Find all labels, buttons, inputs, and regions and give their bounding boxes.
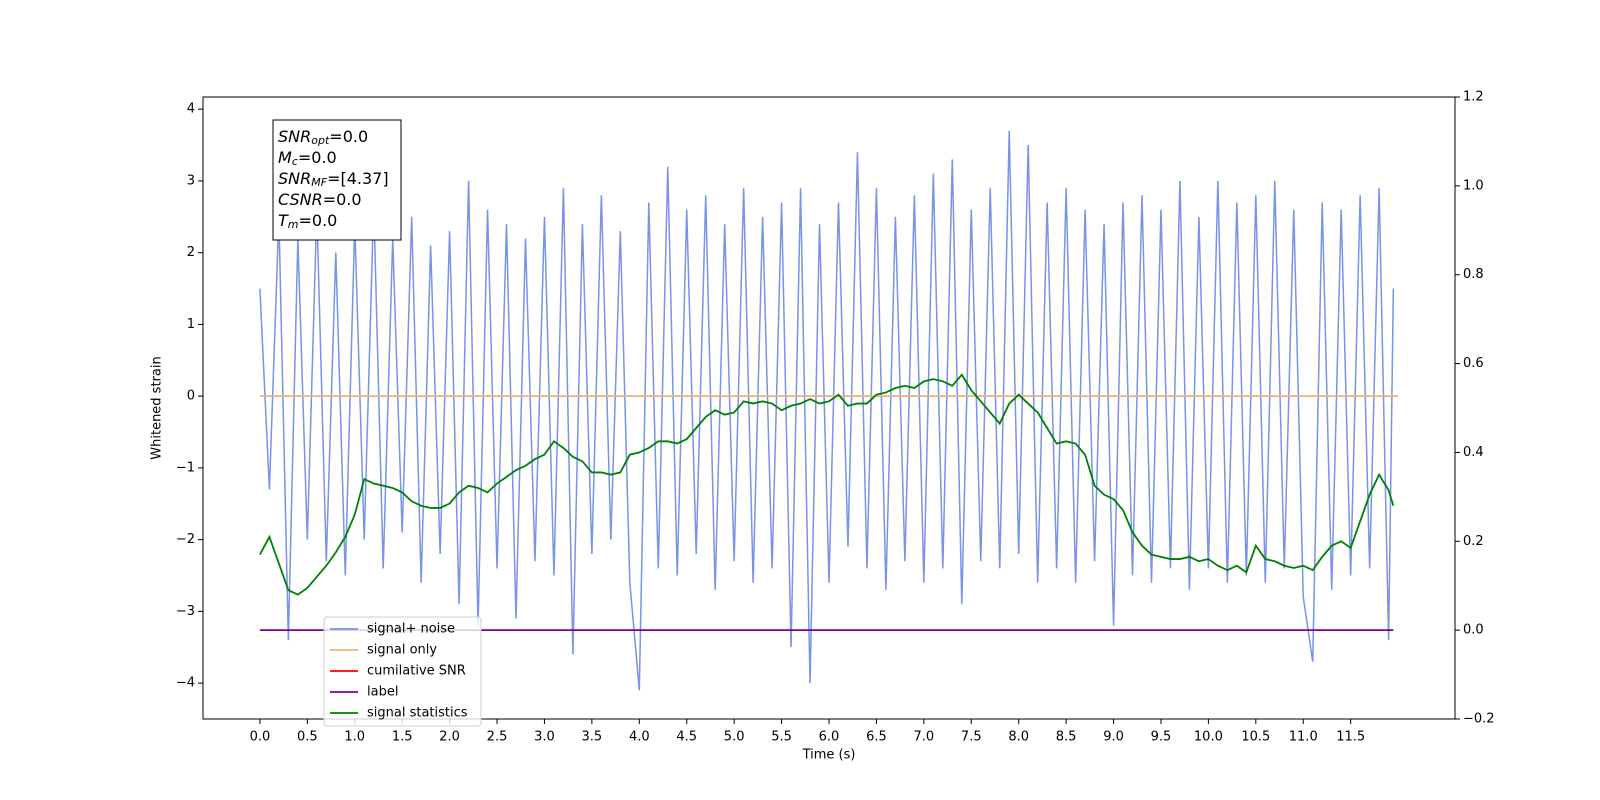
annotation-line: CSNR=0.0: [278, 190, 362, 209]
x-tick-label: 4.5: [676, 730, 697, 745]
x-tick-label: 5.0: [724, 730, 745, 745]
x-tick-label: 3.5: [582, 730, 603, 745]
y2-tick-label: 0.2: [1463, 534, 1484, 549]
annotation-symbol: CSNR: [278, 190, 323, 209]
x-tick-label: 11.5: [1336, 730, 1365, 745]
x-tick-label: 6.0: [819, 730, 840, 745]
y-tick-label: 0: [187, 389, 195, 404]
annotation-symbol: T: [278, 211, 289, 230]
y-tick-label: −2: [176, 532, 195, 547]
x-tick-label: 9.5: [1151, 730, 1172, 745]
x-tick-label: 2.0: [439, 730, 460, 745]
x-tick-label: 9.0: [1103, 730, 1124, 745]
legend-box: [323, 616, 482, 727]
annotation-value: =0.0: [298, 148, 337, 167]
legend-label: signal+ noise: [367, 622, 455, 637]
legend-label: signal statistics: [367, 706, 468, 721]
series-line: [259, 373, 1395, 596]
y-tick-label: −1: [176, 460, 195, 475]
y2-tick-label: 0.4: [1463, 445, 1484, 460]
y-tick-label: 4: [187, 102, 195, 117]
x-tick-label: 6.5: [866, 730, 887, 745]
x-tick-label: 0.5: [297, 730, 318, 745]
legend-label: cumilative SNR: [367, 664, 466, 679]
x-tick-label: 8.0: [1008, 730, 1029, 745]
x-tick-label: 1.0: [344, 730, 365, 745]
y2-tick-label: 1.0: [1463, 178, 1484, 193]
annotation-subscript: opt: [311, 134, 330, 147]
annotation-value: =0.0: [299, 211, 338, 230]
annotation-subscript: c: [292, 155, 298, 168]
annotation-value: =[4.37]: [327, 169, 389, 188]
x-tick-label: 10.5: [1241, 730, 1270, 745]
annotation-value: =0.0: [329, 127, 368, 146]
x-tick-label: 2.5: [487, 730, 508, 745]
y2-tick-label: 0.0: [1463, 623, 1484, 638]
annotation-line: Mc=0.0: [278, 148, 337, 169]
annotation-box: [272, 119, 402, 241]
annotation-value: =0.0: [323, 190, 362, 209]
y-axis-label: Whitened strain: [150, 356, 165, 459]
y-tick-label: 2: [187, 245, 195, 260]
series-line: [259, 130, 1395, 691]
x-tick-label: 7.5: [961, 730, 982, 745]
x-tick-label: 8.5: [1056, 730, 1077, 745]
y2-tick-label: 0.6: [1463, 356, 1484, 371]
annotation-subscript: m: [288, 218, 299, 231]
x-tick-label: 10.0: [1194, 730, 1223, 745]
y-tick-label: −3: [176, 604, 195, 619]
y2-tick-label: 1.2: [1463, 90, 1484, 105]
x-tick-label: 7.0: [914, 730, 935, 745]
x-tick-label: 3.0: [534, 730, 555, 745]
plot-frame: [202, 96, 1456, 720]
annotation-symbol: M: [278, 148, 292, 167]
annotation-subscript: MF: [311, 176, 327, 189]
x-tick-label: 4.0: [629, 730, 650, 745]
x-axis-label: Time (s): [802, 748, 856, 763]
x-tick-label: 11.0: [1289, 730, 1318, 745]
annotation-line: SNRopt=0.0: [278, 127, 368, 148]
y-tick-label: −4: [176, 676, 195, 691]
x-tick-label: 1.5: [392, 730, 413, 745]
y2-tick-label: −0.2: [1463, 712, 1495, 727]
legend-label: signal only: [367, 643, 437, 658]
x-tick-label: 0.0: [250, 730, 271, 745]
annotation-symbol: SNR: [278, 169, 311, 188]
y-tick-label: 3: [187, 173, 195, 188]
legend-label: label: [367, 685, 398, 700]
x-tick-label: 5.5: [771, 730, 792, 745]
annotation-symbol: SNR: [278, 127, 311, 146]
annotation-line: Tm=0.0: [278, 211, 337, 232]
y2-tick-label: 0.8: [1463, 267, 1484, 282]
y-tick-label: 1: [187, 317, 195, 332]
annotation-line: SNRMF=[4.37]: [278, 169, 389, 190]
